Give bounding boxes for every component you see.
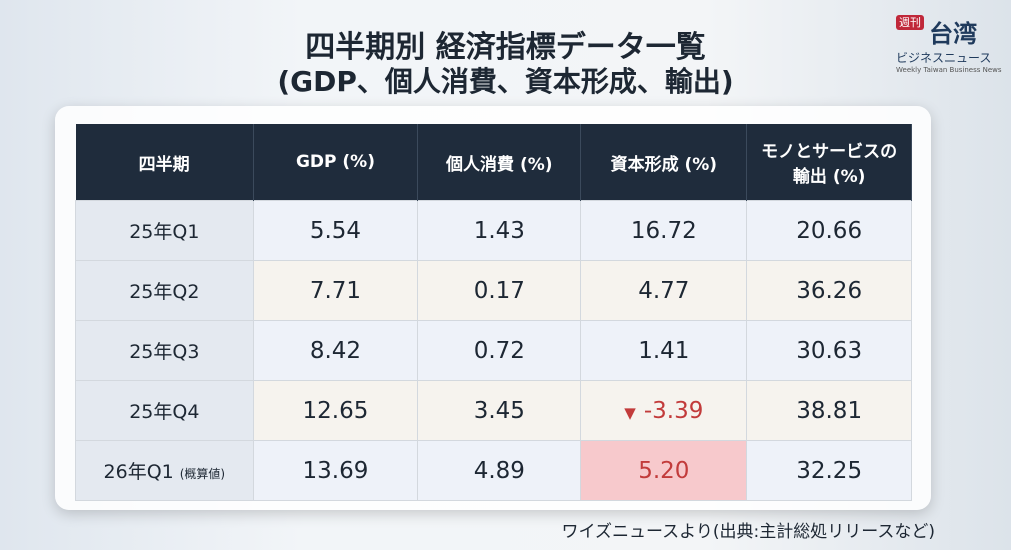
row-label: 25年Q1 <box>75 200 254 261</box>
cell: 30.63 <box>746 320 912 381</box>
cell-value: 20.66 <box>796 217 863 244</box>
column-header: モノとサービスの輸出 (%) <box>746 124 912 201</box>
logo-name: 台湾 <box>929 19 978 48</box>
source: ワイズニュースより(出典:主計総処リリースなど) <box>561 522 935 542</box>
row-label-text: 25年Q1 <box>129 221 200 243</box>
row-label-text: 26年Q1 <box>103 461 174 483</box>
cell: 32.25 <box>746 440 912 501</box>
cell: 1.41 <box>580 320 748 381</box>
cell: 12.65 <box>252 380 419 441</box>
table-row: 25年Q3 8.42 0.72 1.41 30.63 <box>75 320 912 381</box>
cell-value: 4.77 <box>638 277 690 304</box>
cell: 20.66 <box>746 200 912 261</box>
table-row: 25年Q4 12.65 3.45 ▼ -3.39 38.81 <box>75 380 912 441</box>
logo: 週刊 台湾 ビジネスニュース Weekly Taiwan Business Ne… <box>896 14 1006 74</box>
cell: 4.89 <box>417 440 582 501</box>
row-label-text: 25年Q2 <box>129 281 200 303</box>
row-label: 25年Q2 <box>75 260 254 321</box>
row-label: 25年Q3 <box>75 320 254 381</box>
header-row: 四半期 GDP (%) 個人消費 (%) 資本形成 (%) モノとサービスの輸出 (%) <box>75 124 912 201</box>
row-label-text: 25年Q4 <box>129 401 200 423</box>
cell: ▼ -3.39 <box>580 380 748 441</box>
row-label: 25年Q4 <box>75 380 254 441</box>
column-header: 四半期 <box>75 124 254 201</box>
logo-badge: 週刊 <box>896 15 924 30</box>
cell-value: 1.41 <box>638 337 690 364</box>
cell: 16.72 <box>580 200 748 261</box>
column-header: 資本形成 (%) <box>580 124 748 201</box>
cell: 4.77 <box>580 260 748 321</box>
cell-value: 5.54 <box>309 217 362 244</box>
cell-value: 5.20 <box>638 457 690 484</box>
cell-value: 36.26 <box>796 277 863 304</box>
cell-value: 38.81 <box>796 397 863 424</box>
logo-english: Weekly Taiwan Business News <box>896 66 1002 74</box>
cell-value: 30.63 <box>796 337 863 364</box>
cell: 0.72 <box>417 320 582 381</box>
subtitle: (GDP、個人消費、資本形成、輸出) <box>277 65 734 98</box>
row-label-text: 25年Q3 <box>129 341 200 363</box>
cell-value: 13.69 <box>302 457 369 484</box>
cell-value: -3.39 <box>643 397 704 424</box>
cell: 38.81 <box>746 380 912 441</box>
cell-value: 0.17 <box>473 277 525 304</box>
cell: 13.69 <box>252 440 419 501</box>
cell: 1.43 <box>417 200 582 261</box>
title: 四半期別 経済指標データ一覧 <box>305 30 706 65</box>
logo-kana: ビジネスニュース <box>896 51 992 65</box>
column-header: GDP (%) <box>253 124 419 201</box>
cell: 0.17 <box>417 260 582 321</box>
table-body: 25年Q1 5.54 1.43 16.72 20.66 25年Q2 7.71 0.17 4.77… <box>75 200 912 501</box>
row-label: 26年Q1 (概算値) <box>75 440 254 501</box>
cell-value: 32.25 <box>796 457 863 484</box>
cell-value: 0.72 <box>473 337 525 364</box>
cell-value: 8.42 <box>309 337 362 364</box>
table-row: 26年Q1 (概算値) 13.69 4.89 5.20 32.25 <box>75 440 912 501</box>
cell-value: 1.43 <box>473 217 525 244</box>
cell-value: 3.45 <box>473 397 525 424</box>
cell: 5.54 <box>252 200 419 261</box>
cell: 5.20 <box>580 440 748 501</box>
cell-value: 7.71 <box>309 277 362 304</box>
row-label-note: (概算値) <box>179 467 226 481</box>
data-table: 四半期 GDP (%) 個人消費 (%) 資本形成 (%) モノとサービスの輸出 (%)… <box>75 124 912 501</box>
down-marker: ▼ <box>624 403 636 422</box>
cell: 7.71 <box>252 260 419 321</box>
cell-value: 4.89 <box>473 457 525 484</box>
cell: 8.42 <box>252 320 419 381</box>
cell: 36.26 <box>746 260 912 321</box>
cell-value: 12.65 <box>302 397 369 424</box>
cell-value: 16.72 <box>630 217 697 244</box>
cell: 3.45 <box>417 380 582 441</box>
column-header: 個人消費 (%) <box>417 124 582 201</box>
table-row: 25年Q1 5.54 1.43 16.72 20.66 <box>75 200 912 261</box>
table-row: 25年Q2 7.71 0.17 4.77 36.26 <box>75 260 912 321</box>
